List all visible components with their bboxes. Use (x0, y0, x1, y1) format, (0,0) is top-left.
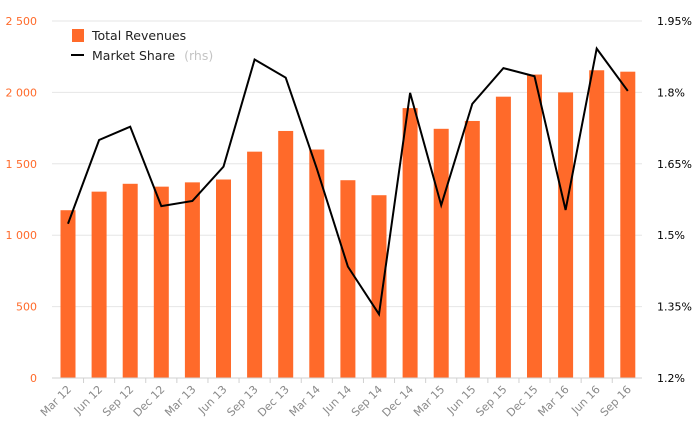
y-right-tick-label: 1.95% (657, 15, 692, 28)
bar (433, 128, 449, 378)
y-left-tick-label: 0 (30, 372, 37, 385)
right-y-axis-ticks: 1.2% 1.35% 1.5% 1.65% 1.8% 1.95% (657, 15, 692, 385)
x-tick-label: Dec 12 (131, 383, 168, 420)
bar (247, 151, 263, 378)
legend-label-market-share: Market Share (92, 48, 175, 63)
bar (278, 130, 294, 378)
x-tick-label: Jun 12 (71, 383, 105, 417)
left-y-axis-ticks: 0 500 1 000 1 500 2 000 2 500 (6, 15, 38, 385)
market-share-line-group (67, 46, 629, 317)
x-tick-label: Dec 13 (255, 383, 292, 420)
bar (91, 191, 107, 378)
x-tick-label: Sep 14 (349, 383, 385, 419)
x-tick-label: Dec 15 (504, 383, 541, 420)
bar (216, 179, 231, 378)
y-right-tick-label: 1.2% (657, 372, 685, 385)
bar (309, 149, 325, 378)
x-axis (52, 377, 642, 383)
bar (371, 195, 387, 378)
bar (558, 92, 574, 379)
legend-label-total-revenues: Total Revenues (91, 28, 186, 43)
x-tick-label: Jun 15 (444, 383, 478, 417)
bar (495, 96, 511, 379)
x-tick-label: Jun 14 (320, 383, 354, 417)
y-left-tick-label: 500 (16, 301, 37, 314)
bar (527, 74, 542, 379)
y-right-tick-label: 1.65% (657, 158, 692, 171)
y-right-tick-label: 1.35% (657, 301, 692, 314)
y-left-tick-label: 2 500 (6, 15, 38, 28)
y-left-tick-label: 1 000 (6, 229, 38, 242)
bar (402, 108, 418, 379)
x-tick-label: Jun 13 (195, 383, 229, 417)
bar (184, 182, 200, 378)
bar (60, 210, 76, 378)
bar (620, 71, 636, 378)
x-tick-label: Dec 14 (380, 383, 417, 420)
x-tick-label: Mar 13 (162, 383, 198, 419)
bar (589, 70, 605, 379)
x-tick-label: Mar 16 (535, 383, 571, 419)
x-tick-label: Mar 15 (411, 383, 447, 419)
legend-swatch-total-revenues (72, 29, 84, 42)
market-share-line (67, 46, 629, 317)
x-tick-label: Sep 16 (598, 383, 634, 419)
legend: Total Revenues Market Share (rhs) (71, 28, 213, 64)
bar (153, 186, 169, 378)
bar (340, 180, 356, 378)
x-tick-label: Jun 16 (568, 383, 602, 417)
bar (122, 183, 138, 378)
x-tick-label: Sep 13 (224, 383, 260, 419)
y-right-tick-label: 1.8% (657, 86, 685, 99)
svg-text:Market Share (rhs): Market Share (rhs) (92, 45, 213, 64)
gridlines (52, 20, 642, 308)
legend-label-rhs-suffix: (rhs) (184, 48, 213, 63)
revenue-bars (60, 70, 636, 379)
x-tick-label: Sep 12 (100, 383, 136, 419)
y-right-tick-label: 1.5% (657, 229, 685, 242)
y-left-tick-label: 2 000 (6, 86, 38, 99)
x-tick-label: Mar 12 (38, 383, 74, 419)
bar (464, 120, 480, 379)
x-tick-label: Mar 14 (287, 383, 323, 419)
x-tick-label: Sep 15 (473, 383, 509, 419)
y-left-tick-label: 1 500 (6, 158, 38, 171)
